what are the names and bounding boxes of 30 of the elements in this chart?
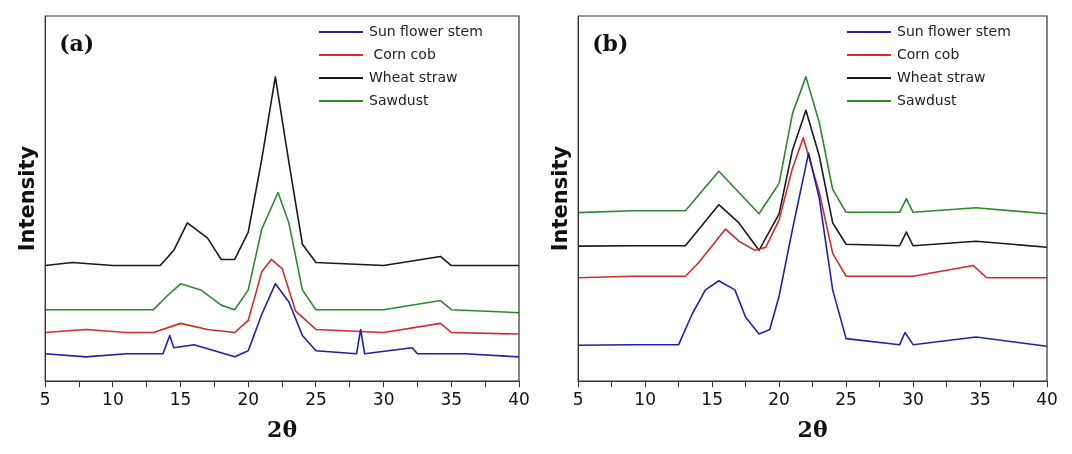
x-tick-label: 10: [102, 388, 124, 409]
y-axis-title: Intensity: [548, 145, 573, 252]
x-tick-label: 20: [237, 388, 260, 409]
x-tick-label: 30: [902, 388, 924, 409]
x-tick-label: 35: [969, 388, 991, 409]
x-tick-label: 25: [835, 388, 857, 409]
x-tick-label: 15: [701, 388, 723, 409]
x-tick-label: 5: [572, 388, 584, 409]
x-tick-label: 20: [768, 388, 790, 409]
x-tick-label: 15: [169, 388, 192, 409]
legend-label: Sun flower stem: [369, 22, 483, 39]
chart-title: (b): [592, 29, 629, 56]
x-tick-label: 25: [305, 388, 327, 409]
x-tick-label: 35: [440, 388, 463, 409]
legend-label: Sun flower stem: [897, 22, 1011, 39]
legend-label: Sawdust: [369, 91, 429, 108]
x-axis-title: 2θ: [267, 415, 298, 442]
legend-label: Corn cob: [369, 45, 436, 62]
legend-label: Wheat straw: [369, 68, 458, 85]
x-axis-title: 2θ: [797, 415, 828, 442]
legend-label: Corn cob: [897, 45, 960, 62]
legend-label: Sawdust: [897, 91, 957, 108]
x-tick-label: 40: [508, 388, 530, 409]
chart-title: (a): [59, 29, 95, 56]
y-axis-title: Intensity: [15, 145, 40, 252]
x-tick-label: 30: [372, 388, 395, 409]
legend-label: Wheat straw: [897, 68, 986, 85]
x-tick-label: 10: [634, 388, 656, 409]
x-tick-label: 5: [39, 388, 51, 409]
x-tick-label: 40: [1036, 388, 1058, 409]
